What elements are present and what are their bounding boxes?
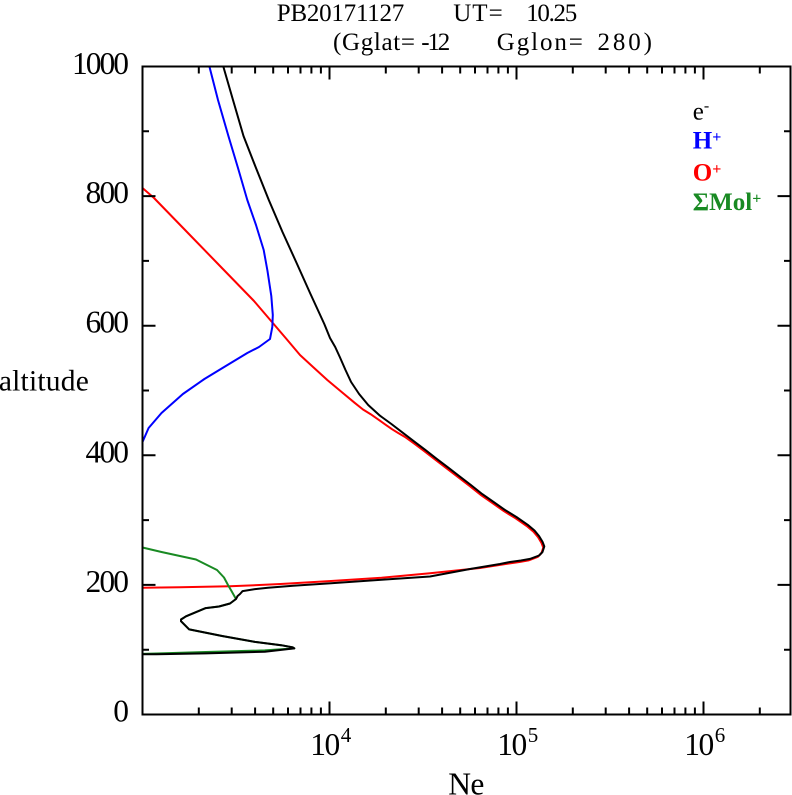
svg-text:Ne: Ne <box>448 767 484 795</box>
svg-text:280): 280) <box>598 29 653 56</box>
svg-text:Gglon=: Gglon= <box>497 29 583 56</box>
svg-text:O+: O+ <box>693 160 722 187</box>
svg-text:104: 104 <box>310 723 352 762</box>
svg-text:105: 105 <box>497 723 538 762</box>
svg-text:0: 0 <box>113 694 129 729</box>
svg-text:800: 800 <box>86 175 130 210</box>
svg-text:UT=: UT= <box>453 0 503 27</box>
svg-text:1000: 1000 <box>72 46 129 81</box>
svg-text:e-: e- <box>693 97 709 125</box>
svg-text:ΣMol+: ΣMol+ <box>693 189 762 216</box>
svg-text:200: 200 <box>86 564 130 599</box>
svg-text:(Gglat=: (Gglat= <box>333 29 415 56</box>
svg-text:PB20171127: PB20171127 <box>277 0 405 27</box>
svg-text:400: 400 <box>86 434 130 469</box>
svg-text:106: 106 <box>684 723 725 762</box>
svg-text:altitude: altitude <box>0 365 89 397</box>
svg-text:-12: -12 <box>421 29 450 56</box>
svg-text:H+: H+ <box>693 128 722 155</box>
svg-text:10.25: 10.25 <box>526 0 577 27</box>
svg-text:600: 600 <box>86 305 130 340</box>
